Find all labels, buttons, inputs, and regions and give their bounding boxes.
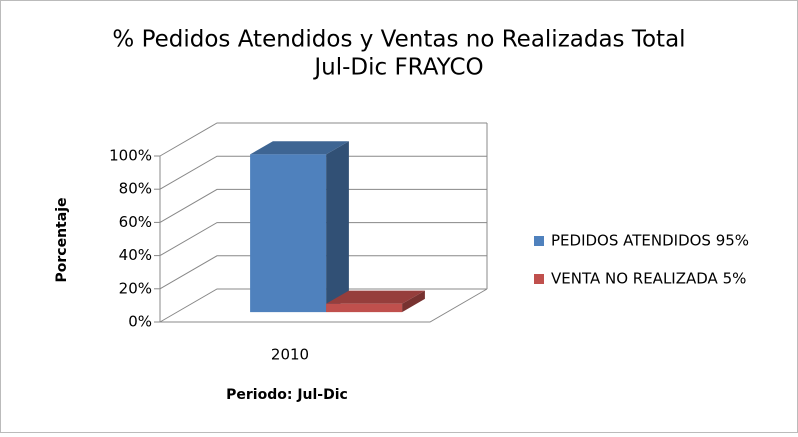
y-tick-label: 60% <box>119 213 152 231</box>
y-tick-label: 0% <box>128 313 152 331</box>
x-axis-label: Periodo: Jul-Dic <box>226 387 348 403</box>
grid-line <box>159 255 487 290</box>
y-tick-label: 80% <box>119 180 152 198</box>
grid-line <box>159 288 487 323</box>
bar-side <box>402 290 425 313</box>
y-axis-label: Porcentaje <box>54 198 70 283</box>
bar <box>250 154 327 313</box>
grid-line <box>159 122 487 157</box>
bar-top <box>326 290 425 304</box>
chart-title: % Pedidos Atendidos y Ventas no Realizad… <box>112 27 685 53</box>
legend-label: PEDIDOS ATENDIDOS 95% <box>551 232 749 250</box>
grid-line <box>159 155 487 190</box>
legend-label: VENTA NO REALIZADA 5% <box>551 270 746 288</box>
y-tick-label: 40% <box>119 246 152 264</box>
chart-title: Jul-Dic FRAYCO <box>312 55 483 81</box>
floor <box>160 288 488 323</box>
grid-line <box>159 188 487 223</box>
grid-line <box>159 222 487 257</box>
bar-top <box>250 141 349 155</box>
x-tick-label: 2010 <box>271 346 309 364</box>
legend-swatch <box>534 274 544 284</box>
y-tick-label: 20% <box>119 279 152 297</box>
legend-swatch <box>534 236 544 246</box>
y-tick-label: 100% <box>109 147 152 165</box>
bar <box>326 303 403 313</box>
bar-side <box>326 141 349 313</box>
